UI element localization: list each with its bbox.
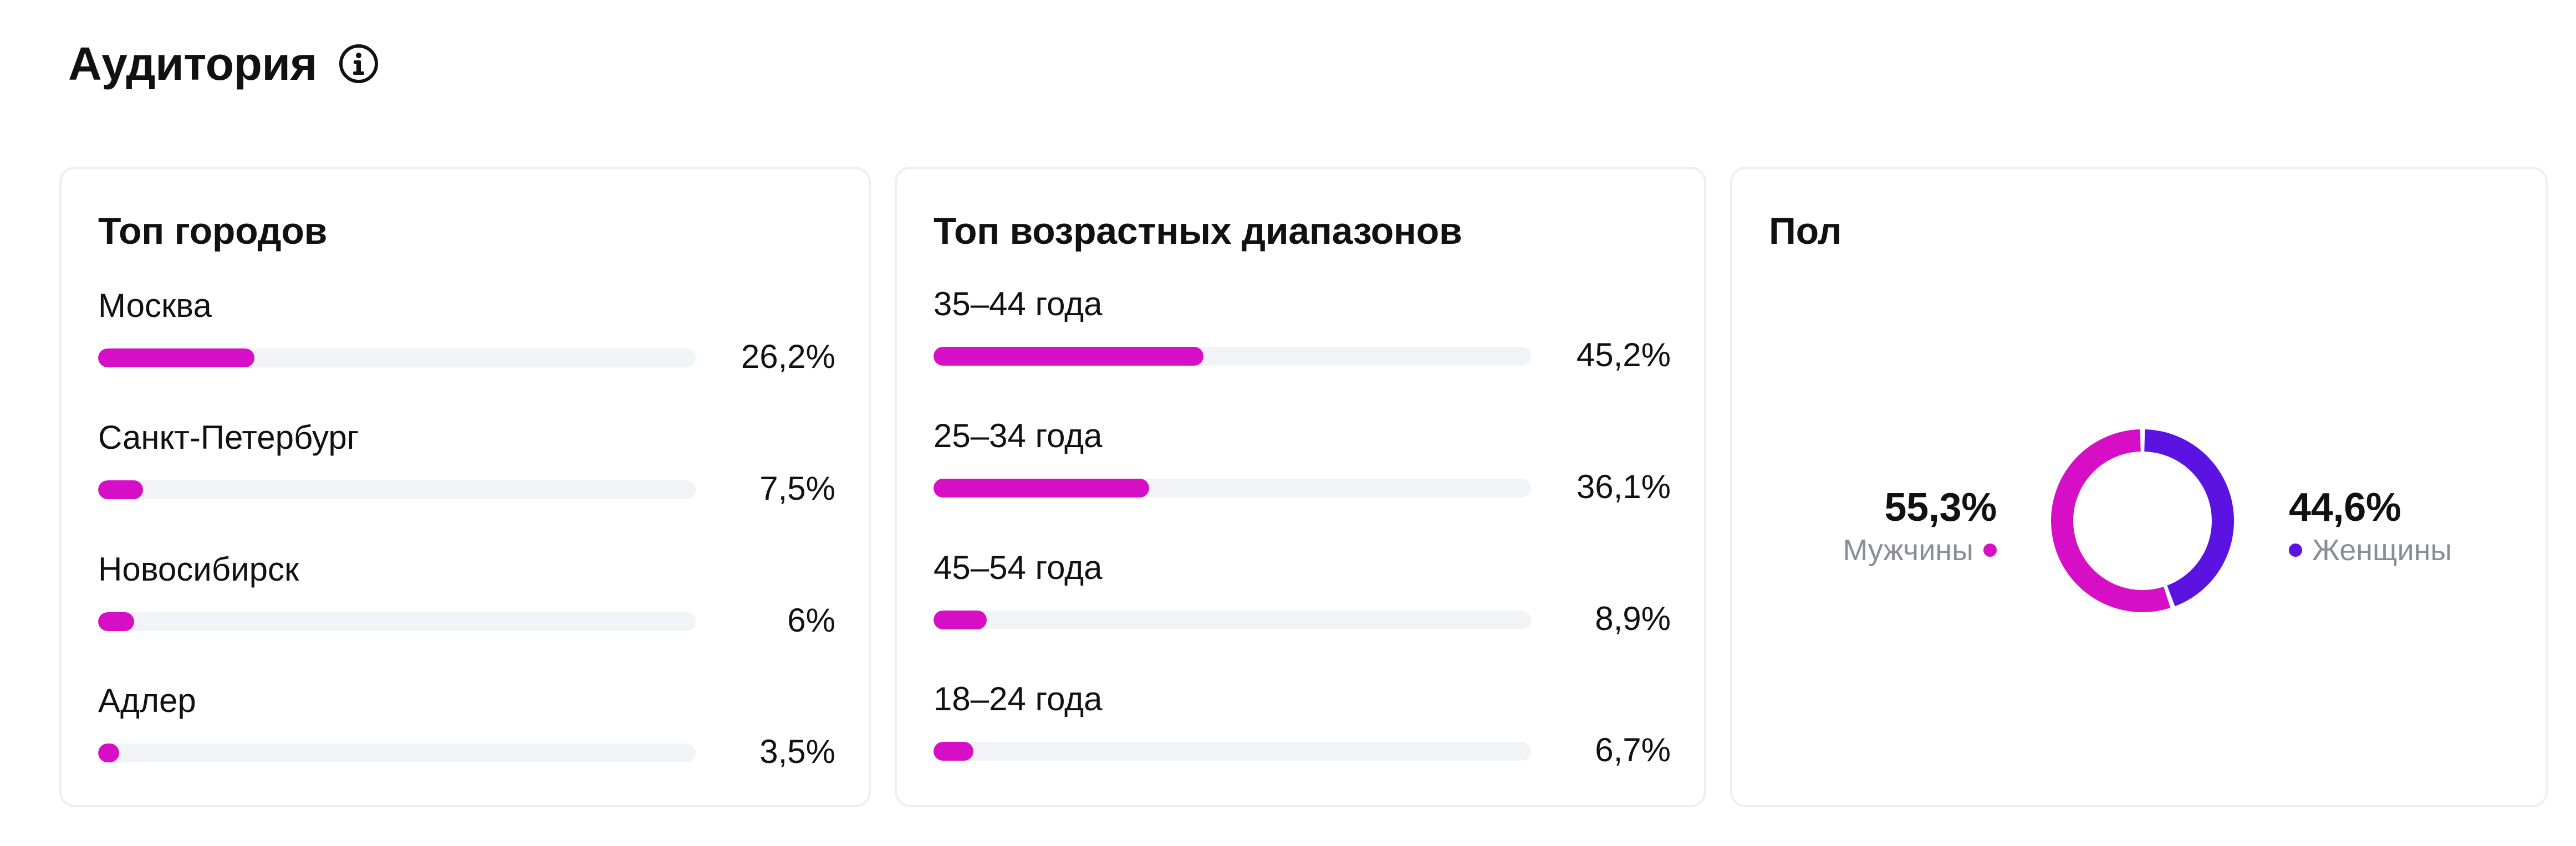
male-arc [2051,429,2171,612]
age-row: 35–44 года 45,2% [934,288,1671,398]
city-value: 3,5% [759,733,835,770]
male-legend: Мужчины [1843,535,1997,565]
city-value: 6% [787,602,835,639]
female-stat: 44,6% Женщины [2289,488,2452,565]
city-row: Санкт-Петербург 7,5% [98,421,835,532]
bar-fill [98,348,255,367]
age-row: 45–54 года 8,9% [934,551,1671,662]
gender-card: Пол 55,3% Мужчины 44,6% Женщины [1730,167,2548,807]
card-title: Топ городов [98,210,328,252]
section-header: Аудитория [68,33,379,94]
card-title: Пол [1769,210,1842,252]
gender-donut-chart [2051,429,2234,612]
top-age-ranges-card: Топ возрастных диапазонов 35–44 года 45,… [895,167,1706,807]
female-arc [2144,429,2234,607]
female-legend: Женщины [2289,535,2452,565]
city-value: 7,5% [759,470,835,507]
city-label: Москва [98,287,212,324]
bar-fill [98,612,134,631]
bar-track [934,479,1531,498]
bar-fill [934,611,987,629]
city-value: 26,2% [741,338,835,375]
bar-fill [934,479,1150,498]
age-label: 45–54 года [934,549,1103,586]
bar-fill [934,742,974,761]
city-row: Москва 26,2% [98,289,835,400]
top-cities-card: Топ городов Москва 26,2% Санкт-Петербург… [59,167,871,807]
age-label: 35–44 года [934,285,1103,322]
age-value: 6,7% [1595,731,1671,768]
bar-fill [98,480,143,499]
bar-track [98,348,696,367]
female-legend-dot [2289,544,2302,557]
page-title: Аудитория [68,38,318,90]
age-row: 25–34 года 36,1% [934,419,1671,530]
bar-track [98,744,696,762]
bar-track [934,611,1531,629]
bar-track [934,742,1531,761]
bar-fill [98,744,119,762]
age-label: 18–24 года [934,680,1103,717]
bar-track [98,480,696,499]
bar-track [934,347,1531,366]
male-stat: 55,3% Мужчины [1843,488,1997,565]
age-row: 18–24 года 6,7% [934,683,1671,793]
age-value: 36,1% [1576,468,1671,505]
bar-fill [934,347,1204,366]
city-label: Адлер [98,682,196,719]
female-percent: 44,6% [2289,485,2401,530]
age-label: 25–34 года [934,417,1103,454]
bar-track [98,612,696,631]
city-row: Новосибирск 6% [98,553,835,664]
age-value: 45,2% [1576,336,1671,373]
city-label: Новосибирск [98,551,299,588]
male-legend-dot [1983,544,1997,557]
female-label: Женщины [2312,534,2452,567]
male-label: Мужчины [1843,534,1973,567]
card-title: Топ возрастных диапазонов [934,210,1462,252]
info-circle-icon[interactable] [338,43,379,84]
city-row: Адлер 3,5% [98,684,835,795]
age-value: 8,9% [1595,600,1671,637]
city-label: Санкт-Петербург [98,419,359,456]
male-percent: 55,3% [1884,485,1997,530]
